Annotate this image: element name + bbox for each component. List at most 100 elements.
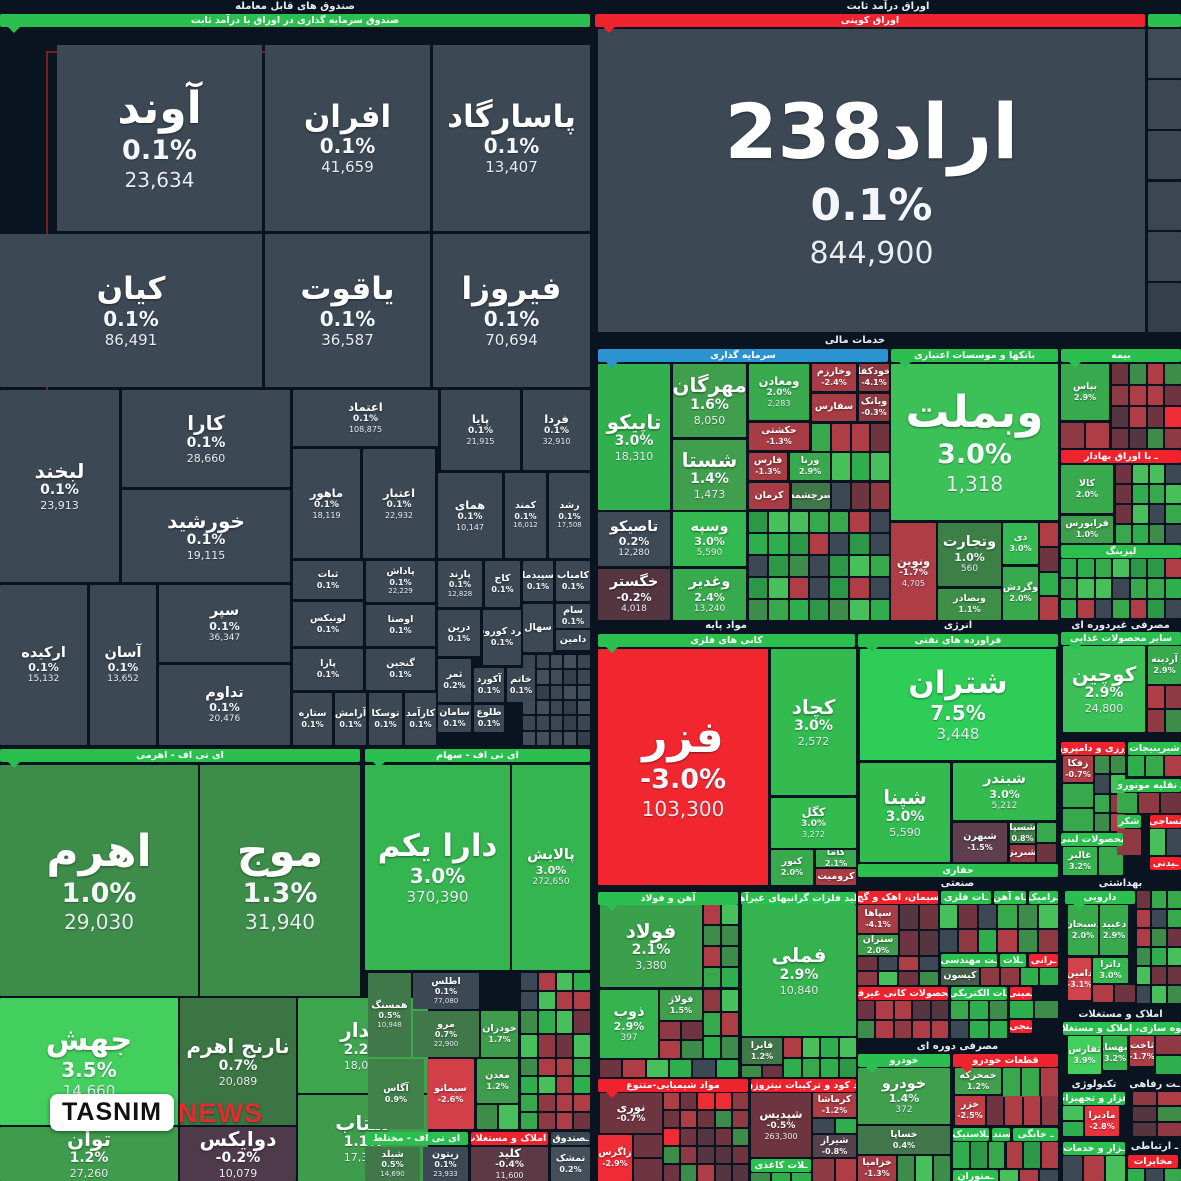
treemap-cell[interactable]: دارا یکم 3.0% 370,390 [365,765,510,970]
treemap-cell-small[interactable] [858,957,877,970]
treemap-cell-small[interactable] [894,1001,912,1019]
treemap-cell[interactable]: تداوم 0.1% 20,476 [159,665,290,745]
treemap-cell[interactable]: ثاخت -1.7% [1130,1036,1154,1066]
treemap-cell-small[interactable] [1165,559,1181,578]
treemap-cell-small[interactable] [1020,1170,1038,1181]
treemap-cell-small[interactable] [538,992,555,1009]
treemap-cell-small[interactable] [1167,986,1181,1003]
treemap-cell-small[interactable] [784,1038,801,1057]
treemap-cell-small[interactable] [1137,910,1151,927]
treemap-cell-small[interactable] [749,534,768,554]
treemap-cell-small[interactable] [835,1159,856,1181]
treemap-cell-small[interactable] [574,1077,590,1093]
treemap-cell-small[interactable] [1022,1068,1039,1097]
treemap-cell-small[interactable] [556,1077,573,1093]
treemap-cell-small[interactable] [809,512,829,532]
treemap-cell-small[interactable] [1035,1001,1058,1018]
treemap-cell-small[interactable] [1156,1036,1181,1054]
treemap-cell-small[interactable] [830,578,849,598]
treemap-cell-small[interactable] [715,1165,731,1181]
treemap-cell-small[interactable] [521,973,537,990]
treemap-cell-small[interactable] [698,1111,714,1127]
treemap-cell-small[interactable] [769,578,788,598]
treemap-cell[interactable]: داترا 3.0% [1093,958,1128,983]
treemap-cell-small[interactable] [749,512,768,532]
treemap-cell-small[interactable] [538,1077,555,1093]
treemap-cell-small[interactable] [870,534,889,554]
treemap-cell-small[interactable] [769,512,788,532]
treemap-cell-small[interactable] [536,685,549,699]
treemap-cell-small[interactable] [1167,910,1181,927]
treemap-cell[interactable]: حکشتی -1.3% [749,423,809,450]
treemap-cell-small[interactable] [1113,599,1129,618]
treemap-cell-small[interactable] [919,957,938,970]
treemap-cell[interactable]: ورنا 2.9% [790,453,830,480]
treemap-cell-small[interactable] [538,1095,555,1111]
treemap-cell[interactable]: ستران 2.0% [858,935,898,955]
treemap-cell[interactable]: اطلس 0.1% 77,080 [413,973,479,1009]
treemap-cell-small[interactable] [550,716,563,730]
treemap-cell[interactable]: خزر -2.5% [955,1096,985,1125]
treemap-cell-small[interactable] [574,1095,590,1111]
treemap-cell-small[interactable] [850,578,869,598]
treemap-cell-small[interactable] [1040,547,1058,571]
treemap-cell[interactable]: سهال [523,604,553,652]
treemap-cell[interactable]: آسان 0.1% 13,652 [90,585,156,745]
treemap-cell[interactable]: فارس -1.3% [749,453,787,480]
treemap-cell-small[interactable] [681,1093,697,1109]
treemap-cell-small[interactable] [769,556,788,576]
treemap-cell-small[interactable] [920,931,938,955]
treemap-cell-small[interactable] [1137,967,1151,984]
treemap-cell-small[interactable] [1147,407,1164,427]
treemap-cell-small[interactable] [1128,1169,1145,1181]
treemap-cell-small[interactable] [716,1060,738,1077]
treemap-cell-small[interactable] [789,534,808,554]
treemap-cell[interactable]: وتجارت 1.0% 560 [938,523,1001,586]
treemap-cell-small[interactable] [870,578,889,598]
treemap-cell-small[interactable] [578,685,590,699]
treemap-cell-small[interactable] [704,968,720,987]
treemap-cell-small[interactable] [521,992,537,1009]
treemap-cell-small[interactable] [732,1129,748,1145]
treemap-cell-small[interactable] [1147,428,1164,448]
treemap-cell[interactable]: ثبهساز3.2% [1103,1036,1127,1070]
treemap-cell[interactable]: زیتون 0.1% 23,933 [423,1147,468,1181]
treemap-cell-small[interactable] [600,1060,622,1077]
treemap-cell[interactable]: خگستر -0.2% 4,018 [598,569,670,620]
treemap-cell-small[interactable] [1166,525,1181,543]
treemap-cell-small[interactable] [1095,775,1109,793]
treemap-cell[interactable]: آوند 0.1% 23,634 [57,45,262,231]
treemap-cell-small[interactable] [564,670,577,684]
treemap-cell-small[interactable] [919,972,938,985]
treemap-cell-small[interactable] [1111,756,1125,774]
treemap-cell-small[interactable] [732,1111,748,1127]
treemap-cell-small[interactable] [789,512,808,532]
treemap-cell-small[interactable] [858,1020,875,1038]
treemap-cell-small[interactable] [564,716,577,730]
treemap-cell[interactable]: شیراز -0.8% [813,1135,856,1157]
treemap-cell-small[interactable] [1148,710,1164,732]
treemap-cell-small[interactable] [813,1119,834,1133]
treemap-cell-small[interactable] [1039,929,1058,952]
treemap-cell-small[interactable] [715,1147,731,1163]
treemap-cell-small[interactable] [1148,599,1164,618]
treemap-cell-small[interactable] [1061,423,1084,448]
treemap-cell-small[interactable] [1147,364,1164,384]
treemap-cell[interactable]: کوچین 2.9% 24,800 [1063,646,1145,732]
treemap-cell-small[interactable] [1130,559,1147,578]
treemap-cell-small[interactable] [1167,891,1181,908]
treemap-cell-small[interactable] [1148,283,1181,332]
treemap-cell-small[interactable] [1165,385,1181,405]
treemap-cell-small[interactable] [1095,579,1112,598]
treemap-cell[interactable]: وبملت 3.0% 1,318 [891,364,1058,520]
treemap-cell-small[interactable] [876,1001,893,1019]
treemap-cell[interactable]: سرچشمه [792,483,830,509]
treemap-cell-small[interactable] [900,905,918,929]
treemap-cell[interactable]: خودرو 1.4% 372 [858,1068,950,1124]
treemap-cell-small[interactable] [1165,364,1181,384]
treemap-cell-small[interactable] [1117,793,1137,813]
treemap-cell-small[interactable] [722,947,738,966]
treemap-cell-small[interactable] [802,1058,819,1077]
treemap-cell[interactable]: نارنج اهرم 0.7% 20,089 [180,998,296,1125]
treemap-cell[interactable]: طلوع 0.1% [474,705,504,732]
